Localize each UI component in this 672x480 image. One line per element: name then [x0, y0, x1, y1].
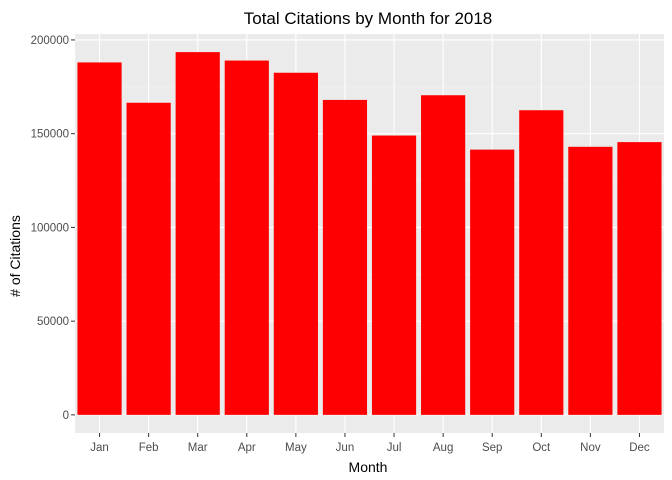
bar-jan	[77, 62, 122, 415]
y-tick-label: 150000	[31, 129, 69, 141]
x-tick-label: May	[285, 442, 307, 454]
bar-jun	[322, 99, 368, 415]
bar-aug	[421, 95, 466, 415]
y-tick-label: 0	[63, 410, 69, 422]
x-tick-label: Jan	[90, 442, 109, 454]
chart-title: Total Citations by Month for 2018	[244, 9, 493, 28]
bar-feb	[126, 102, 171, 415]
plot-panel	[75, 34, 664, 433]
x-tick-label: Dec	[629, 442, 650, 454]
bar-may	[273, 72, 318, 415]
bar-sep	[470, 149, 515, 415]
x-tick-label: Jun	[336, 442, 355, 454]
panel-background	[75, 34, 664, 433]
bar-oct	[519, 110, 564, 415]
x-tick-label: Jul	[387, 442, 402, 454]
bar-nov	[568, 146, 613, 415]
x-axis-title: Month	[349, 459, 388, 475]
x-tick-label: Feb	[139, 442, 159, 454]
y-tick-label: 200000	[31, 35, 69, 47]
y-axis-title: # of Citations	[7, 215, 23, 297]
bar-jul	[371, 135, 417, 415]
y-tick-label: 100000	[31, 222, 69, 234]
x-tick-label: Sep	[482, 442, 502, 454]
y-tick-label: 50000	[37, 316, 69, 328]
bar-mar	[175, 52, 220, 415]
x-tick-label: Apr	[238, 442, 256, 454]
x-tick-label: Mar	[188, 442, 208, 454]
bar-apr	[224, 60, 269, 415]
x-tick-label: Oct	[532, 442, 551, 454]
x-tick-label: Aug	[433, 442, 453, 454]
x-tick-label: Nov	[580, 442, 601, 454]
bar-dec	[617, 142, 662, 415]
